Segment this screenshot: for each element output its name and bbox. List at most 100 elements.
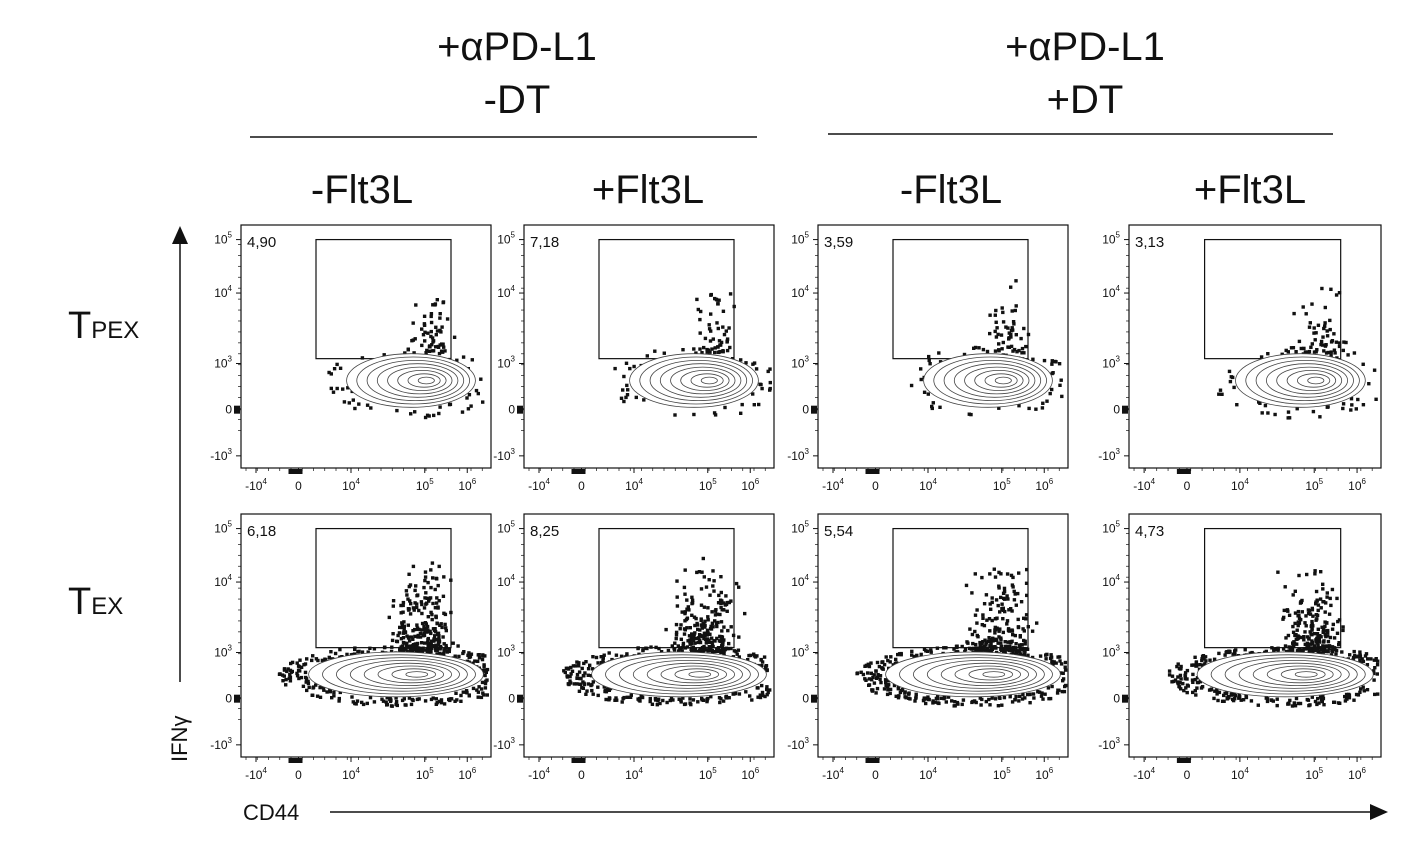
event-dot — [429, 314, 433, 319]
event-dot — [988, 331, 992, 336]
x-tick-label: 0 — [295, 479, 302, 493]
event-dot — [1320, 286, 1324, 291]
event-dot — [1323, 344, 1328, 348]
event-dot — [1303, 642, 1307, 647]
event-dot — [426, 640, 430, 645]
event-dot — [1179, 687, 1183, 691]
event-dot — [1195, 676, 1200, 680]
event-dot — [438, 651, 442, 656]
event-dot — [1001, 320, 1006, 324]
event-dot — [1007, 608, 1011, 612]
event-dot — [310, 658, 314, 663]
event-dot — [1318, 640, 1322, 644]
event-dot — [673, 413, 677, 417]
event-dot — [892, 683, 897, 688]
event-dot — [1323, 624, 1327, 628]
event-dot — [1337, 291, 1342, 295]
contour-line — [913, 657, 1045, 692]
event-dot — [1310, 633, 1314, 637]
event-dot — [1291, 630, 1296, 634]
event-dot — [1038, 654, 1043, 658]
event-dot — [653, 697, 658, 701]
event-dot — [575, 676, 579, 680]
event-dot — [1041, 401, 1045, 405]
event-dot — [1235, 403, 1239, 407]
y-tick-label: -103 — [787, 447, 809, 463]
event-dot — [698, 638, 702, 642]
event-dot — [1338, 701, 1342, 705]
event-dot — [1003, 609, 1007, 614]
event-dot — [926, 392, 930, 396]
event-dot — [975, 608, 979, 612]
event-dot — [919, 377, 923, 382]
event-dot — [456, 644, 460, 648]
event-dot — [1288, 698, 1292, 703]
event-dot — [686, 605, 690, 609]
event-dot — [388, 699, 393, 704]
event-dot — [607, 651, 611, 655]
event-dot — [706, 640, 711, 644]
event-dot — [481, 691, 485, 695]
event-dot — [1372, 368, 1377, 372]
event-dot — [1326, 628, 1330, 633]
event-dot — [983, 638, 987, 642]
event-dot — [567, 682, 571, 686]
y-tick-label: 0 — [225, 692, 232, 706]
event-dot — [760, 663, 764, 668]
event-dot — [944, 700, 948, 704]
event-dot — [438, 312, 442, 316]
event-dot — [628, 366, 632, 371]
event-dot — [403, 630, 408, 635]
event-dot — [1312, 632, 1317, 636]
event-dot — [725, 348, 730, 353]
event-dot — [1287, 613, 1292, 617]
event-dot — [648, 699, 652, 704]
event-dot — [1375, 672, 1379, 676]
event-dot — [298, 669, 302, 673]
event-dot — [931, 699, 935, 703]
panel-frame — [240, 224, 492, 469]
x-tick-label: 106 — [1348, 766, 1366, 782]
event-dot — [1325, 621, 1329, 625]
event-dot — [708, 339, 713, 343]
event-dot — [1375, 663, 1380, 667]
event-dot — [980, 697, 984, 702]
event-dot — [1027, 406, 1031, 411]
event-dot — [946, 695, 951, 699]
event-dot — [1323, 610, 1327, 614]
event-dot — [402, 697, 406, 701]
event-dot — [590, 667, 595, 671]
event-dot — [886, 688, 890, 692]
event-dot — [641, 648, 645, 653]
event-dot — [1017, 404, 1021, 408]
event-dot — [1175, 664, 1179, 669]
event-dot — [882, 687, 887, 691]
event-dot — [1193, 689, 1197, 693]
event-dot — [355, 699, 360, 703]
event-dot — [981, 616, 985, 620]
event-dot — [1295, 407, 1299, 411]
event-dot — [681, 348, 685, 352]
group-header-2-line1: +αPD-L1 — [1005, 25, 1165, 69]
event-dot — [437, 564, 441, 569]
event-dot — [655, 703, 659, 707]
event-dot — [327, 655, 331, 660]
event-dot — [878, 674, 883, 678]
contour-line — [1307, 376, 1325, 385]
gate-percentage: 8,25 — [530, 523, 559, 540]
event-dot — [586, 682, 591, 686]
event-dot — [484, 679, 488, 683]
event-dot — [1281, 647, 1286, 651]
event-dot — [322, 688, 326, 692]
event-dot — [888, 691, 892, 696]
contour-line — [366, 359, 465, 401]
event-dot — [680, 610, 684, 614]
event-dot — [1047, 697, 1051, 701]
event-dot — [1372, 678, 1376, 682]
event-dot — [1329, 287, 1333, 291]
event-dot — [1354, 407, 1358, 411]
event-dot — [678, 647, 682, 651]
event-dot — [981, 613, 985, 617]
event-dot — [698, 640, 703, 645]
event-dot — [721, 699, 726, 703]
